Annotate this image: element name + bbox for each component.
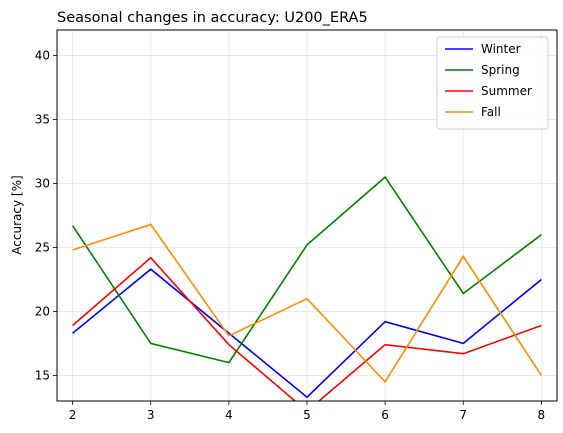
y-tick-layer: 15 20 25 30 35 40 [35, 49, 57, 382]
y-tick-label: 20 [35, 304, 50, 318]
series-line-winter [72, 268, 542, 399]
y-tick-label: 30 [35, 177, 50, 191]
x-tick-label: 4 [225, 408, 233, 422]
x-tick-label: 3 [147, 408, 155, 422]
grid-layer [57, 30, 557, 401]
x-tick-label: 8 [538, 408, 546, 422]
legend-label-spring: Spring [481, 63, 520, 77]
legend-label-summer: Summer [481, 84, 532, 98]
legend-label-winter: Winter [481, 42, 521, 56]
series-line-summer [72, 256, 542, 401]
x-tick-label: 2 [69, 408, 77, 422]
legend-box [436, 36, 549, 130]
legend-label-fall: Fall [481, 105, 501, 119]
x-tick-label: 5 [303, 408, 311, 422]
y-axis-label: Accuracy [%] [10, 175, 24, 254]
y-tick-label: 25 [35, 240, 50, 254]
x-tick-label: 7 [459, 408, 467, 422]
chart-title: Seasonal changes in accuracy: U200_ERA5 [57, 10, 368, 26]
y-tick-label: 40 [35, 49, 50, 63]
legend: Winter Spring Summer Fall [436, 36, 549, 130]
x-tick-label: 6 [381, 408, 389, 422]
series-layer [71, 175, 543, 401]
y-tick-label: 35 [35, 113, 50, 127]
series-line-spring [71, 175, 542, 364]
x-tick-layer: 2 3 4 5 6 7 8 [69, 401, 545, 422]
series-line-fall [72, 223, 543, 384]
y-tick-label: 15 [35, 368, 50, 382]
